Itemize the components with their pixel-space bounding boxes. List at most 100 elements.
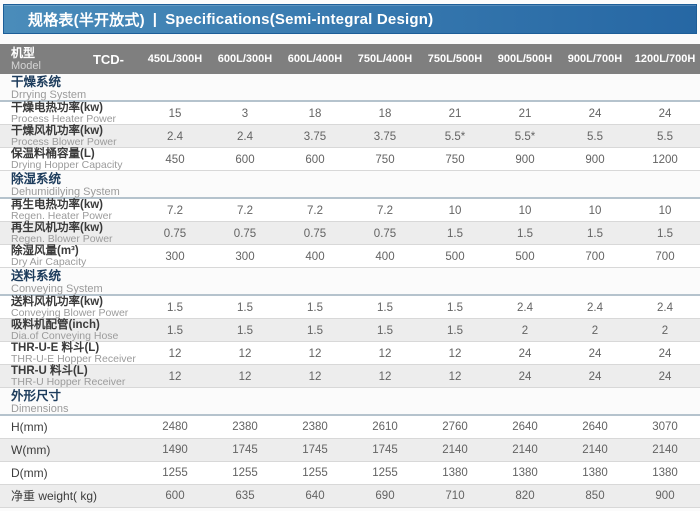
cell-value: 12: [210, 348, 280, 360]
row-label: 除湿风量(m³)Dry Air Capacity: [0, 245, 140, 268]
cell-value: 2140: [560, 444, 630, 456]
cell-value: 1745: [280, 444, 350, 456]
cell-value: 1.5: [280, 325, 350, 337]
cell-value: 5.5*: [420, 131, 490, 143]
cell-value: 900: [630, 490, 700, 502]
cell-value: 1.5: [280, 302, 350, 314]
cell-value: 18: [280, 108, 350, 120]
cell-value: 1.5: [210, 302, 280, 314]
cell-value: 450: [140, 154, 210, 166]
row-label: 净重 weight( kg): [0, 490, 140, 502]
table-row: THR-U-E 料斗(L)THR-U-E Hopper Receiver1212…: [0, 342, 700, 365]
cell-value: 12: [140, 348, 210, 360]
row-label-zh: D(mm): [11, 467, 140, 479]
column-header: 600L/300H: [210, 53, 280, 65]
cell-value: 5.5*: [490, 131, 560, 143]
table-body: 干燥系统Drrying System干燥电热功率(kw)Process Heat…: [0, 74, 700, 508]
table-row: THR-U 料斗(L)THR-U Hopper Receiver12121212…: [0, 365, 700, 388]
column-header: 750L/400H: [350, 53, 420, 65]
cell-value: 21: [420, 108, 490, 120]
cell-value: 10: [630, 205, 700, 217]
cell-value: 750: [350, 154, 420, 166]
cell-value: 12: [350, 371, 420, 383]
cell-value: 3070: [630, 421, 700, 433]
title-en: Specifications(Semi-integral Design): [165, 11, 433, 28]
cell-value: 24: [560, 371, 630, 383]
cell-value: 5.5: [630, 131, 700, 143]
cell-value: 1.5: [350, 325, 420, 337]
model-prefix: TCD-: [93, 52, 124, 67]
section-rows: 送料风机功率(kw)Conveying Blower Power1.51.51.…: [0, 296, 700, 388]
cell-value: 1.5: [350, 302, 420, 314]
cell-value: 10: [420, 205, 490, 217]
cell-value: 24: [630, 348, 700, 360]
cell-value: 600: [210, 154, 280, 166]
cell-value: 1380: [560, 467, 630, 479]
row-label: D(mm): [0, 467, 140, 479]
cell-value: 2.4: [630, 302, 700, 314]
table-section: 除湿系统Dehumidilying System再生电热功率(kw)Regen.…: [0, 171, 700, 268]
cell-value: 500: [490, 251, 560, 263]
cell-value: 300: [140, 251, 210, 263]
row-label-en: Process Blower Power: [11, 137, 140, 148]
section-title-en: Dehumidilying System: [11, 186, 700, 198]
title-zh: 规格表(半开放式): [28, 9, 145, 30]
cell-value: 2: [490, 325, 560, 337]
cell-value: 7.2: [140, 205, 210, 217]
section-header: 除湿系统Dehumidilying System: [0, 171, 700, 199]
cell-value: 820: [490, 490, 560, 502]
cell-value: 1490: [140, 444, 210, 456]
column-header: 1200L/700H: [630, 53, 700, 65]
model-header-cell: 机型 Model TCD-: [0, 47, 140, 72]
cell-value: 850: [560, 490, 630, 502]
cell-value: 750: [420, 154, 490, 166]
cell-value: 2640: [490, 421, 560, 433]
cell-value: 1380: [490, 467, 560, 479]
section-header: 干燥系统Drrying System: [0, 74, 700, 102]
cell-value: 24: [490, 371, 560, 383]
title-separator: |: [153, 11, 157, 28]
section-title-zh: 除湿系统: [11, 172, 700, 186]
cell-value: 1255: [140, 467, 210, 479]
section-rows: 干燥电热功率(kw)Process Heater Power1531818212…: [0, 102, 700, 171]
cell-value: 2140: [420, 444, 490, 456]
table-row: 净重 weight( kg)600635640690710820850900: [0, 485, 700, 508]
cell-value: 2380: [210, 421, 280, 433]
table-row: 保温料桶容量(L)Drying Hopper Capacity450600600…: [0, 148, 700, 171]
spec-table: 机型 Model TCD- 450L/300H600L/300H600L/400…: [0, 44, 700, 508]
row-label-zh: W(mm): [11, 444, 140, 456]
cell-value: 700: [630, 251, 700, 263]
cell-value: 710: [420, 490, 490, 502]
row-label-en: Process Heater Power: [11, 114, 140, 125]
table-section: 干燥系统Drrying System干燥电热功率(kw)Process Heat…: [0, 74, 700, 171]
cell-value: 1380: [630, 467, 700, 479]
cell-value: 12: [420, 348, 490, 360]
column-header: 600L/400H: [280, 53, 350, 65]
section-rows: H(mm)24802380238026102760264026403070W(m…: [0, 416, 700, 508]
model-label: 机型 Model: [11, 47, 41, 72]
cell-value: 10: [560, 205, 630, 217]
cell-value: 700: [560, 251, 630, 263]
cell-value: 690: [350, 490, 420, 502]
cell-value: 0.75: [210, 228, 280, 240]
table-row: W(mm)14901745174517452140214021402140: [0, 439, 700, 462]
row-label: 干燥电热功率(kw)Process Heater Power: [0, 102, 140, 125]
cell-value: 7.2: [280, 205, 350, 217]
cell-value: 2: [630, 325, 700, 337]
row-label-zh: 净重 weight( kg): [11, 490, 140, 502]
row-label: THR-U-E 料斗(L)THR-U-E Hopper Receiver: [0, 342, 140, 365]
row-label-en: Drying Hopper Capacity: [11, 160, 140, 171]
title-bar: 规格表(半开放式) | Specifications(Semi-integral…: [3, 4, 697, 34]
cell-value: 2.4: [210, 131, 280, 143]
cell-value: 500: [420, 251, 490, 263]
cell-value: 1255: [210, 467, 280, 479]
cell-value: 12: [140, 371, 210, 383]
row-label: 干燥风机功率(kw)Process Blower Power: [0, 125, 140, 148]
cell-value: 900: [560, 154, 630, 166]
column-header: 750L/500H: [420, 53, 490, 65]
row-label: H(mm): [0, 421, 140, 433]
table-row: 干燥电热功率(kw)Process Heater Power1531818212…: [0, 102, 700, 125]
model-label-zh: 机型: [11, 47, 41, 60]
table-row: 吸料机配管(inch)Dia.of Conveying Hose1.51.51.…: [0, 319, 700, 342]
cell-value: 12: [280, 348, 350, 360]
